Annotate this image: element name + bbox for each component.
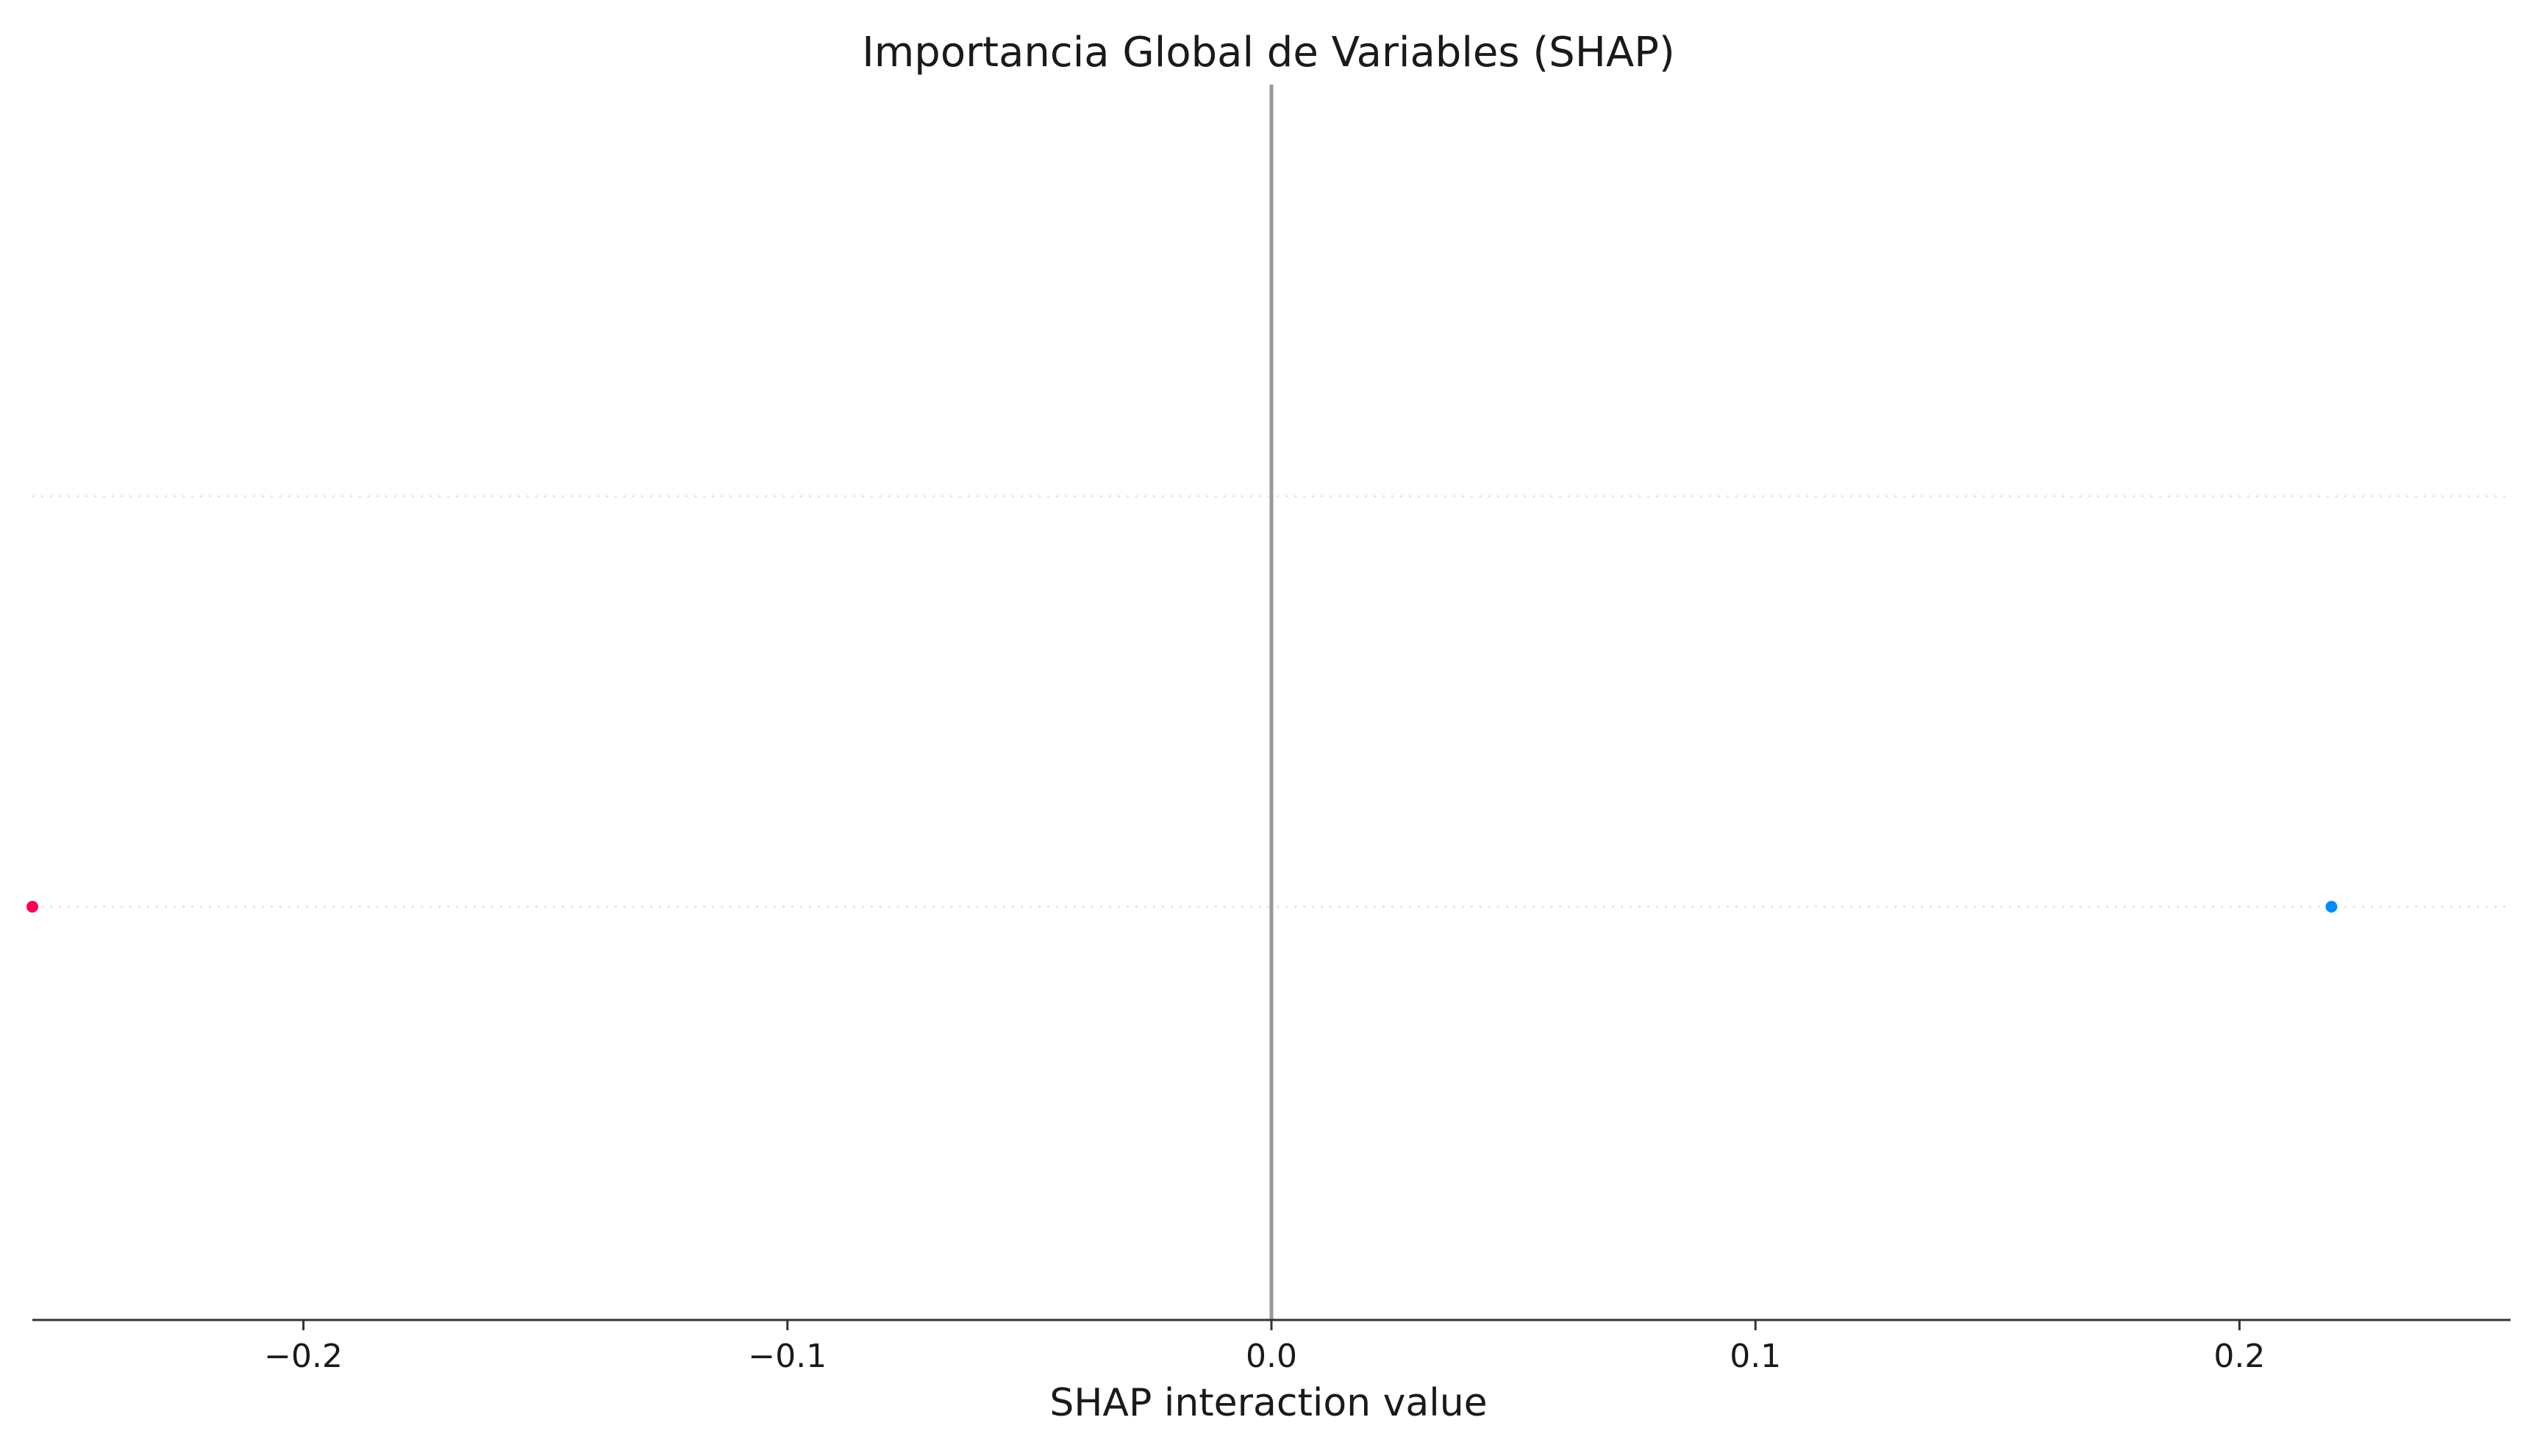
chart-title: Importancia Global de Variables (SHAP) (862, 29, 1675, 76)
data-point (2325, 901, 2338, 913)
data-point (26, 901, 38, 913)
x-tick-label: −0.1 (748, 1338, 827, 1375)
x-tick-label: 0.0 (1246, 1338, 1297, 1375)
x-tick-label: 0.1 (1730, 1338, 1781, 1375)
x-tick-label: −0.2 (264, 1338, 343, 1375)
x-tick-label: 0.2 (2213, 1338, 2265, 1375)
data-points (26, 901, 2338, 913)
x-axis-label: SHAP interaction value (1049, 1381, 1487, 1425)
x-axis-ticks: −0.2 −0.1 0.0 0.1 0.2 (264, 1320, 2265, 1375)
row-gridlines (32, 495, 2511, 908)
